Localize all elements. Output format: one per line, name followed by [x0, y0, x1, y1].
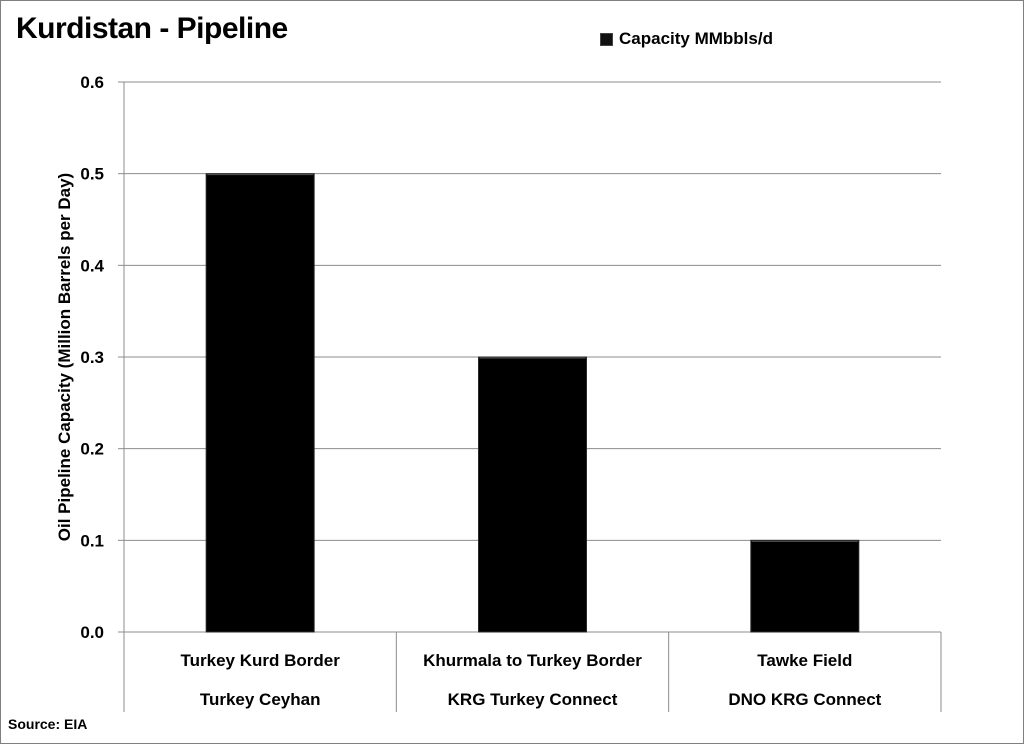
category-label: Turkey Kurd Border	[181, 651, 341, 670]
category-sublabel: KRG Turkey Connect	[448, 690, 618, 709]
category-label: Khurmala to Turkey Border	[423, 651, 642, 670]
y-tick-label: 0.6	[80, 73, 104, 92]
y-tick-label: 0.3	[80, 348, 104, 367]
y-axis-label: Oil Pipeline Capacity (Million Barrels p…	[55, 173, 74, 541]
category-label: Tawke Field	[757, 651, 852, 670]
legend-swatch	[600, 32, 613, 46]
bar	[205, 173, 315, 633]
legend: Capacity MMbbls/d	[600, 29, 773, 49]
legend-label: Capacity MMbbls/d	[619, 29, 773, 48]
y-tick-label: 0.0	[80, 623, 104, 642]
source-note: Source: EIA	[8, 716, 88, 732]
chart-title: Kurdistan - Pipeline	[16, 12, 288, 45]
y-tick-label: 0.1	[80, 531, 104, 550]
category-sublabel: DNO KRG Connect	[728, 690, 881, 709]
y-tick-label: 0.2	[80, 440, 104, 459]
bar	[478, 356, 587, 633]
category-sublabel: Turkey Ceyhan	[200, 690, 321, 709]
y-tick-label: 0.5	[80, 165, 104, 184]
bar	[750, 539, 860, 633]
y-tick-label: 0.4	[80, 256, 104, 275]
